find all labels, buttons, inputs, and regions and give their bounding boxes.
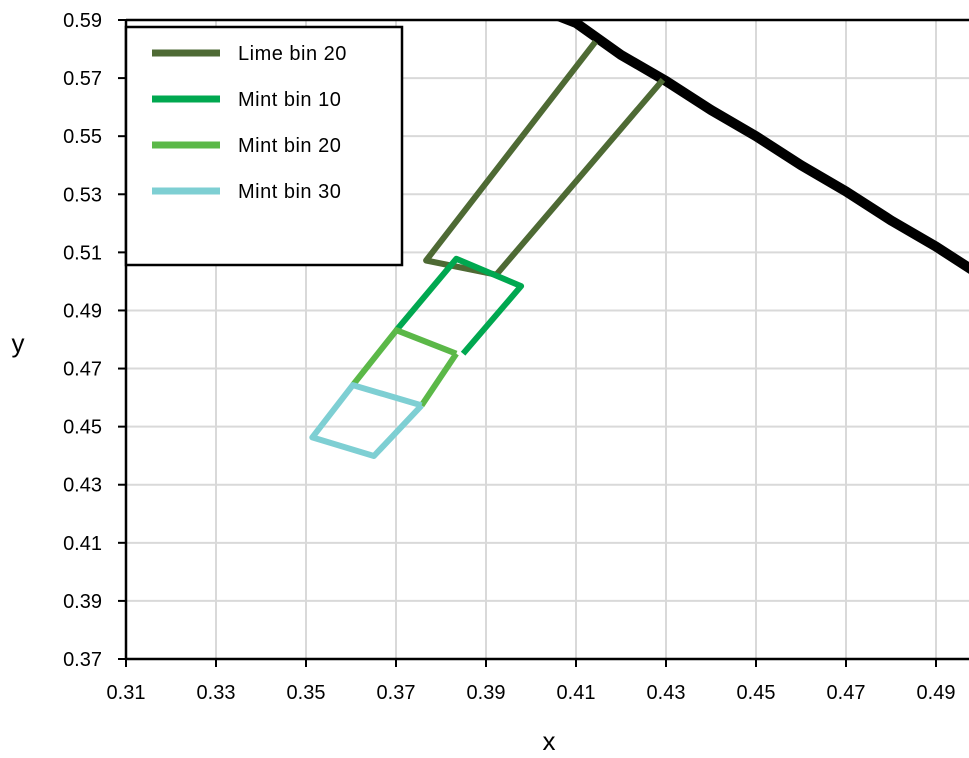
x-axis-ticks: 0.31 0.33 0.35 0.37 0.39 0.41 0.43 0.45 0.47 0.49 <box>107 659 956 704</box>
legend-label-lime-bin-20: Lime bin 20 <box>238 43 347 65</box>
y-tick-label: 0.39 <box>63 591 102 613</box>
y-tick-label: 0.41 <box>63 533 102 555</box>
x-tick-label: 0.39 <box>467 682 506 704</box>
x-axis-title: x <box>543 726 556 756</box>
x-tick-label: 0.43 <box>647 682 686 704</box>
y-tick-label: 0.47 <box>63 359 102 381</box>
y-tick-label: 0.53 <box>63 184 102 206</box>
x-tick-label: 0.37 <box>377 682 416 704</box>
series-line-mint-bin-10 <box>394 255 525 356</box>
x-tick-label: 0.49 <box>917 682 956 704</box>
series-layer <box>309 20 969 459</box>
series-line-lime-bin-20 <box>423 39 666 278</box>
y-tick-label: 0.49 <box>63 300 102 322</box>
y-tick-label: 0.45 <box>63 417 102 439</box>
y-tick-label: 0.51 <box>63 242 102 264</box>
series-line-mint-bin-30 <box>309 382 424 459</box>
legend-label-mint-bin-20: Mint bin 20 <box>238 135 341 157</box>
legend-label-mint-bin-30: Mint bin 30 <box>238 181 341 203</box>
x-tick-label: 0.31 <box>107 682 146 704</box>
y-tick-label: 0.43 <box>63 475 102 497</box>
legend: Lime bin 20 Mint bin 10 Mint bin 20 Mint bi… <box>124 25 404 267</box>
x-tick-label: 0.47 <box>827 682 866 704</box>
x-tick-label: 0.45 <box>737 682 776 704</box>
x-tick-label: 0.41 <box>557 682 596 704</box>
y-axis-ticks: 0.59 0.57 0.55 0.53 0.51 0.49 0.47 0.45 0.43 0.41… <box>63 10 126 671</box>
x-tick-label: 0.33 <box>197 682 236 704</box>
series-line-mint-bin-20 <box>350 327 458 387</box>
x-tick-label: 0.35 <box>287 682 326 704</box>
legend-label-mint-bin-10: Mint bin 10 <box>238 89 341 111</box>
y-tick-label: 0.57 <box>63 68 102 90</box>
y-tick-label: 0.59 <box>63 10 102 32</box>
y-axis-title: y <box>12 328 25 358</box>
series-line-mint-bin-20 <box>419 352 459 408</box>
boundary-curve <box>554 20 969 274</box>
y-tick-label: 0.37 <box>63 649 102 671</box>
plot-area <box>309 20 969 459</box>
y-tick-label: 0.55 <box>63 126 102 148</box>
